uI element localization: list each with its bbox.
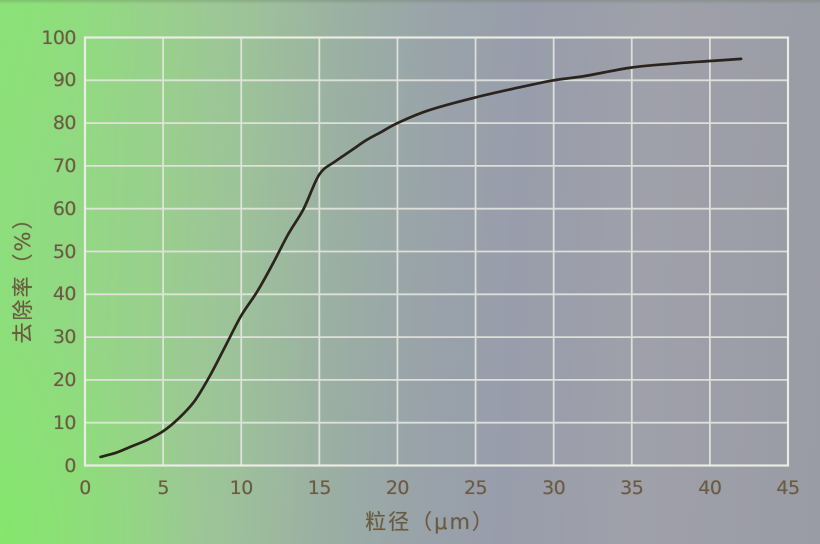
y-tick-label: 80 [52,112,77,135]
y-tick-label: 100 [41,26,76,49]
y-tick-label: 60 [52,197,77,220]
x-tick-label: 15 [307,477,332,499]
x-tick-label: 20 [385,477,410,499]
y-tick-label: 90 [52,69,77,92]
x-tick-label: 30 [542,477,566,499]
x-tick-label: 10 [229,477,254,499]
x-tick-label: 0 [79,477,91,499]
x-tick-label: 5 [157,477,169,499]
x-tick-label: 45 [776,477,800,499]
x-tick-label: 40 [698,477,722,499]
y-tick-label: 20 [52,368,77,391]
series-line [99,57,743,459]
y-tick-label: 10 [52,411,77,434]
x-tick-label: 25 [463,477,488,499]
plot-frame [83,36,790,467]
gridlines [85,37,788,466]
y-tick-label: 70 [52,154,77,177]
y-tick-label: 50 [52,240,77,263]
y-tick-label: 30 [52,326,77,349]
y-tick-label: 0 [64,454,76,477]
y-axis-title: 去除率（%） [11,206,35,344]
x-tick-label: 35 [620,477,644,499]
y-tick-label: 40 [52,283,77,306]
x-axis-title: 粒径（μm） [365,510,495,534]
